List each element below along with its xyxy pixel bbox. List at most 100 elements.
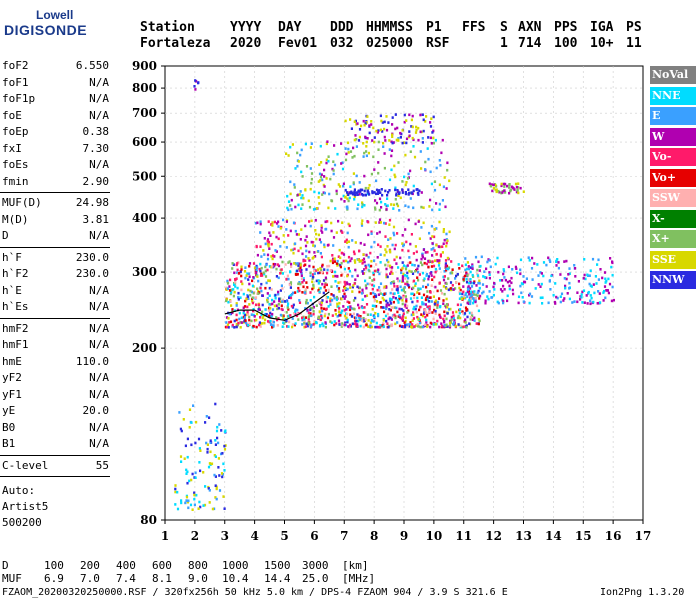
- echo-point: [221, 452, 224, 455]
- echo-point: [605, 289, 609, 292]
- echo-point: [461, 292, 464, 296]
- echo-point: [176, 490, 179, 494]
- param-key: B0: [2, 420, 16, 434]
- echo-point: [228, 321, 231, 324]
- echo-point: [466, 315, 469, 319]
- echo-point: [333, 270, 337, 274]
- echo-point: [313, 244, 316, 248]
- echo-point: [398, 324, 402, 328]
- echo-point: [218, 423, 221, 426]
- header-cell: 1: [500, 36, 508, 51]
- echo-point: [279, 300, 282, 304]
- echo-point: [214, 443, 217, 446]
- echo-point: [370, 230, 373, 234]
- echo-point: [427, 136, 430, 139]
- echo-point: [256, 275, 259, 278]
- echo-point: [434, 309, 437, 313]
- echo-point: [446, 312, 449, 315]
- echo-point: [307, 318, 310, 321]
- echo-point: [231, 323, 234, 327]
- echo-point: [602, 291, 605, 294]
- echo-point: [463, 294, 466, 298]
- echo-point: [573, 300, 576, 303]
- echo-point: [379, 191, 382, 194]
- echo-point: [360, 292, 364, 295]
- echo-point: [367, 263, 370, 267]
- header-cell: 2020: [230, 36, 262, 51]
- echo-point: [294, 205, 297, 209]
- echo-point: [444, 262, 447, 265]
- echo-point: [351, 290, 354, 293]
- echo-point: [372, 320, 375, 323]
- param-row: h`F2 230.0: [2, 266, 109, 282]
- echo-point: [332, 244, 335, 247]
- echo-point: [331, 167, 334, 171]
- echo-point: [460, 297, 463, 301]
- echo-point: [296, 193, 300, 197]
- echo-point: [248, 315, 251, 319]
- echo-point: [286, 325, 289, 328]
- echo-point: [468, 322, 471, 325]
- echo-point: [484, 301, 487, 305]
- echo-point: [387, 325, 390, 329]
- param-key: yF2: [2, 371, 22, 384]
- echo-point: [381, 130, 384, 133]
- echo-point: [497, 301, 500, 305]
- echo-point: [279, 272, 282, 275]
- echo-point: [209, 450, 212, 454]
- echo-point: [355, 145, 358, 148]
- echo-point: [559, 273, 562, 276]
- echo-point: [335, 189, 338, 193]
- echo-point: [352, 312, 355, 316]
- echo-point: [405, 141, 408, 145]
- echo-point: [314, 207, 317, 211]
- echo-point: [485, 267, 488, 271]
- echo-point: [204, 421, 207, 424]
- echo-point: [277, 276, 280, 280]
- echo-point: [564, 286, 567, 290]
- echo-point: [603, 271, 607, 274]
- echo-point: [298, 301, 302, 304]
- param-key: fmin: [2, 174, 29, 188]
- echo-point: [394, 198, 397, 201]
- echo-point: [305, 165, 309, 168]
- echo-point: [176, 507, 180, 511]
- echo-point: [263, 321, 266, 325]
- echo-point: [357, 258, 360, 261]
- echo-point: [386, 193, 389, 197]
- echo-point: [358, 193, 361, 196]
- echo-point: [301, 318, 304, 322]
- echo-point: [361, 205, 364, 209]
- echo-point: [409, 297, 413, 300]
- echo-point: [465, 280, 469, 284]
- echo-point: [436, 319, 439, 323]
- echo-point: [330, 293, 333, 296]
- echo-point: [245, 321, 248, 325]
- echo-point: [464, 263, 467, 267]
- param-row: h`E N/A: [2, 283, 109, 299]
- echo-point: [404, 295, 407, 298]
- echo-point: [373, 304, 376, 308]
- echo-point: [197, 81, 200, 85]
- echo-point: [467, 302, 470, 305]
- echo-point: [404, 325, 407, 329]
- echo-point: [359, 324, 362, 328]
- echo-point: [416, 300, 419, 303]
- echo-point: [473, 316, 476, 320]
- echo-point: [243, 313, 246, 317]
- echo-point: [277, 290, 280, 294]
- echo-point: [590, 296, 593, 300]
- echo-point: [303, 319, 306, 322]
- echo-point: [427, 310, 431, 314]
- echo-point: [305, 249, 308, 253]
- echo-point: [319, 286, 322, 290]
- echo-point: [375, 269, 378, 273]
- footer-cell: 100: [44, 559, 64, 572]
- echo-point: [215, 497, 218, 501]
- echo-point: [560, 292, 564, 296]
- echo-point: [489, 184, 493, 188]
- echo-point: [565, 259, 568, 263]
- echo-point: [190, 443, 193, 447]
- echo-point: [246, 305, 249, 309]
- echo-point: [490, 183, 494, 186]
